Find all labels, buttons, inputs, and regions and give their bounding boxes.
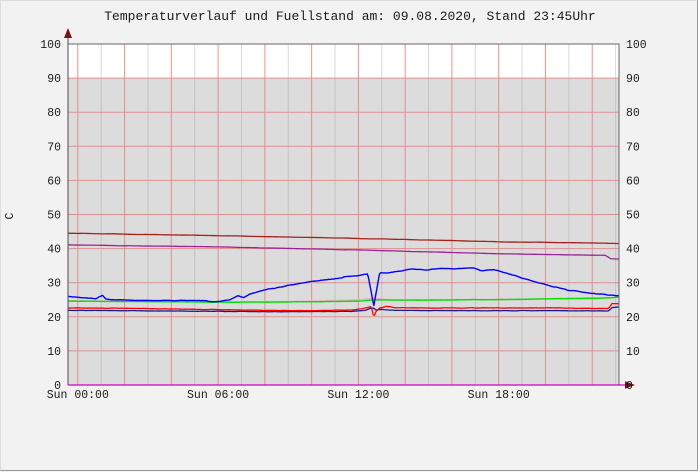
svg-text:90: 90: [626, 73, 640, 86]
svg-text:80: 80: [626, 107, 640, 120]
svg-text:20: 20: [47, 312, 61, 325]
svg-text:Sun 00:00: Sun 00:00: [47, 389, 109, 402]
svg-text:100: 100: [626, 39, 647, 52]
svg-text:Sun 18:00: Sun 18:00: [468, 389, 530, 402]
svg-text:100: 100: [40, 39, 61, 52]
svg-text:Sun 06:00: Sun 06:00: [187, 389, 249, 402]
svg-text:90: 90: [47, 73, 61, 86]
svg-text:20: 20: [626, 312, 640, 325]
svg-text:60: 60: [47, 175, 61, 188]
svg-text:40: 40: [626, 244, 640, 257]
svg-text:0: 0: [626, 380, 633, 393]
svg-text:30: 30: [47, 278, 61, 291]
svg-text:30: 30: [626, 278, 640, 291]
svg-text:70: 70: [47, 141, 61, 154]
svg-text:Sun 12:00: Sun 12:00: [327, 389, 389, 402]
svg-text:60: 60: [626, 175, 640, 188]
svg-text:C: C: [4, 212, 17, 219]
svg-text:40: 40: [47, 244, 61, 257]
svg-text:50: 50: [47, 210, 61, 223]
svg-text:10: 10: [626, 346, 640, 359]
svg-text:10: 10: [47, 346, 61, 359]
svg-text:80: 80: [47, 107, 61, 120]
svg-text:70: 70: [626, 141, 640, 154]
svg-text:50: 50: [626, 210, 640, 223]
